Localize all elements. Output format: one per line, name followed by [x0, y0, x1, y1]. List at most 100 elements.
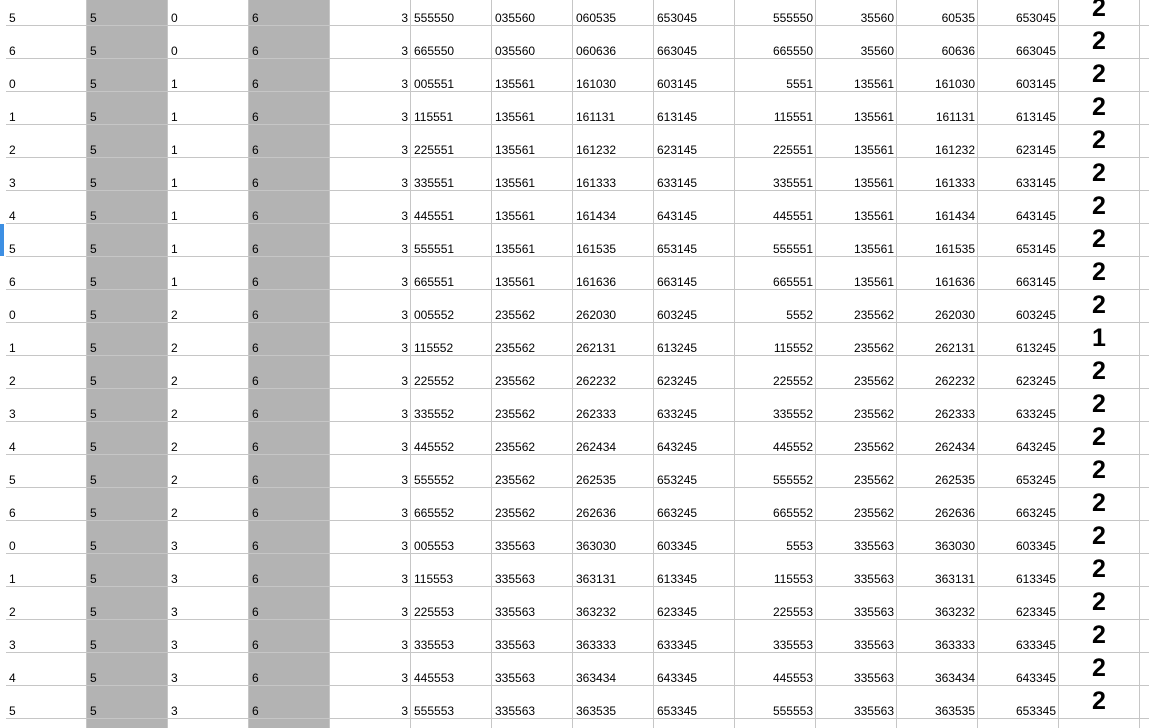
cell[interactable]: 663245 — [978, 488, 1059, 521]
cell[interactable]: 5 — [87, 59, 168, 92]
cell[interactable]: 161232 — [897, 125, 978, 158]
cell[interactable]: 653145 — [654, 224, 735, 257]
cell[interactable]: 335552 — [735, 389, 816, 422]
cell[interactable]: 6 — [249, 125, 330, 158]
cell[interactable]: 005553 — [411, 521, 492, 554]
cell[interactable]: 665550 — [735, 26, 816, 59]
cell[interactable]: 2 — [1059, 257, 1140, 290]
cell[interactable]: 135561 — [492, 158, 573, 191]
cell[interactable]: 3 — [6, 620, 87, 653]
cell[interactable]: 5 — [87, 323, 168, 356]
cell[interactable]: 1 — [6, 554, 87, 587]
cell[interactable]: 2 — [1059, 488, 1140, 521]
cell[interactable]: 161535 — [897, 224, 978, 257]
empty-cell[interactable] — [654, 719, 735, 728]
cell[interactable]: 235562 — [492, 455, 573, 488]
cell[interactable]: 2 — [168, 422, 249, 455]
cell[interactable]: 3 — [330, 554, 411, 587]
cell[interactable]: 5 — [87, 191, 168, 224]
empty-cell[interactable] — [1140, 224, 1149, 257]
cell[interactable]: 035560 — [492, 26, 573, 59]
cell[interactable]: 633245 — [978, 389, 1059, 422]
cell[interactable]: 555552 — [411, 455, 492, 488]
cell[interactable]: 4 — [6, 422, 87, 455]
cell[interactable]: 115551 — [735, 92, 816, 125]
cell[interactable]: 2 — [1059, 224, 1140, 257]
empty-cell[interactable] — [1140, 323, 1149, 356]
empty-cell[interactable] — [1140, 587, 1149, 620]
cell[interactable]: 3 — [330, 191, 411, 224]
cell[interactable]: 262131 — [573, 323, 654, 356]
cell[interactable]: 665551 — [735, 257, 816, 290]
empty-cell[interactable] — [1140, 554, 1149, 587]
cell[interactable]: 5 — [6, 455, 87, 488]
cell[interactable]: 363535 — [573, 686, 654, 719]
cell[interactable]: 6 — [249, 158, 330, 191]
cell[interactable]: 3 — [330, 356, 411, 389]
cell[interactable]: 2 — [1059, 587, 1140, 620]
cell[interactable]: 363535 — [897, 686, 978, 719]
cell[interactable]: 225552 — [411, 356, 492, 389]
cell[interactable]: 235562 — [816, 290, 897, 323]
cell[interactable]: 235562 — [816, 455, 897, 488]
cell[interactable]: 235562 — [492, 422, 573, 455]
cell[interactable]: 262030 — [897, 290, 978, 323]
cell[interactable]: 653145 — [978, 224, 1059, 257]
cell[interactable]: 3 — [330, 323, 411, 356]
cell[interactable]: 665551 — [411, 257, 492, 290]
cell[interactable]: 262535 — [897, 455, 978, 488]
cell[interactable]: 363030 — [573, 521, 654, 554]
cell[interactable]: 555553 — [735, 686, 816, 719]
cell[interactable]: 135561 — [816, 92, 897, 125]
cell[interactable]: 335563 — [492, 554, 573, 587]
cell[interactable]: 5 — [87, 422, 168, 455]
cell[interactable]: 555553 — [411, 686, 492, 719]
cell[interactable]: 161232 — [573, 125, 654, 158]
cell[interactable]: 1 — [6, 92, 87, 125]
empty-cell[interactable] — [1059, 719, 1140, 728]
cell[interactable]: 3 — [168, 653, 249, 686]
cell[interactable]: 613245 — [654, 323, 735, 356]
cell[interactable]: 235562 — [816, 356, 897, 389]
cell[interactable]: 6 — [249, 488, 330, 521]
cell[interactable]: 5 — [87, 455, 168, 488]
cell[interactable]: 235562 — [816, 389, 897, 422]
empty-cell[interactable] — [735, 719, 816, 728]
cell[interactable]: 262434 — [897, 422, 978, 455]
cell[interactable]: 135561 — [492, 59, 573, 92]
cell[interactable]: 5553 — [735, 521, 816, 554]
cell[interactable]: 335552 — [411, 389, 492, 422]
empty-cell[interactable] — [1140, 686, 1149, 719]
cell[interactable]: 2 — [1059, 653, 1140, 686]
cell[interactable]: 335563 — [492, 653, 573, 686]
cell[interactable]: 555551 — [735, 224, 816, 257]
cell[interactable]: 0 — [168, 0, 249, 26]
cell[interactable]: 613245 — [978, 323, 1059, 356]
empty-cell[interactable] — [1140, 0, 1149, 26]
cell[interactable]: 262636 — [897, 488, 978, 521]
cell[interactable]: 335563 — [492, 521, 573, 554]
cell[interactable]: 335551 — [411, 158, 492, 191]
cell[interactable]: 335563 — [492, 686, 573, 719]
cell[interactable]: 235562 — [492, 323, 573, 356]
cell[interactable]: 6 — [6, 257, 87, 290]
cell[interactable]: 6 — [249, 554, 330, 587]
cell[interactable]: 161636 — [573, 257, 654, 290]
empty-cell[interactable] — [573, 719, 654, 728]
cell[interactable]: 235562 — [816, 323, 897, 356]
cell[interactable]: 3 — [6, 389, 87, 422]
cell[interactable]: 5 — [6, 0, 87, 26]
cell[interactable]: 3 — [330, 0, 411, 26]
cell[interactable]: 653245 — [654, 455, 735, 488]
cell[interactable]: 665552 — [735, 488, 816, 521]
cell[interactable]: 2 — [6, 125, 87, 158]
cell[interactable]: 6 — [249, 587, 330, 620]
cell[interactable]: 663045 — [654, 26, 735, 59]
cell[interactable]: 603145 — [978, 59, 1059, 92]
empty-cell[interactable] — [1140, 719, 1149, 728]
cell[interactable]: 335553 — [411, 620, 492, 653]
cell[interactable]: 363434 — [573, 653, 654, 686]
cell[interactable]: 6 — [249, 323, 330, 356]
cell[interactable]: 6 — [249, 455, 330, 488]
cell[interactable]: 665550 — [411, 26, 492, 59]
